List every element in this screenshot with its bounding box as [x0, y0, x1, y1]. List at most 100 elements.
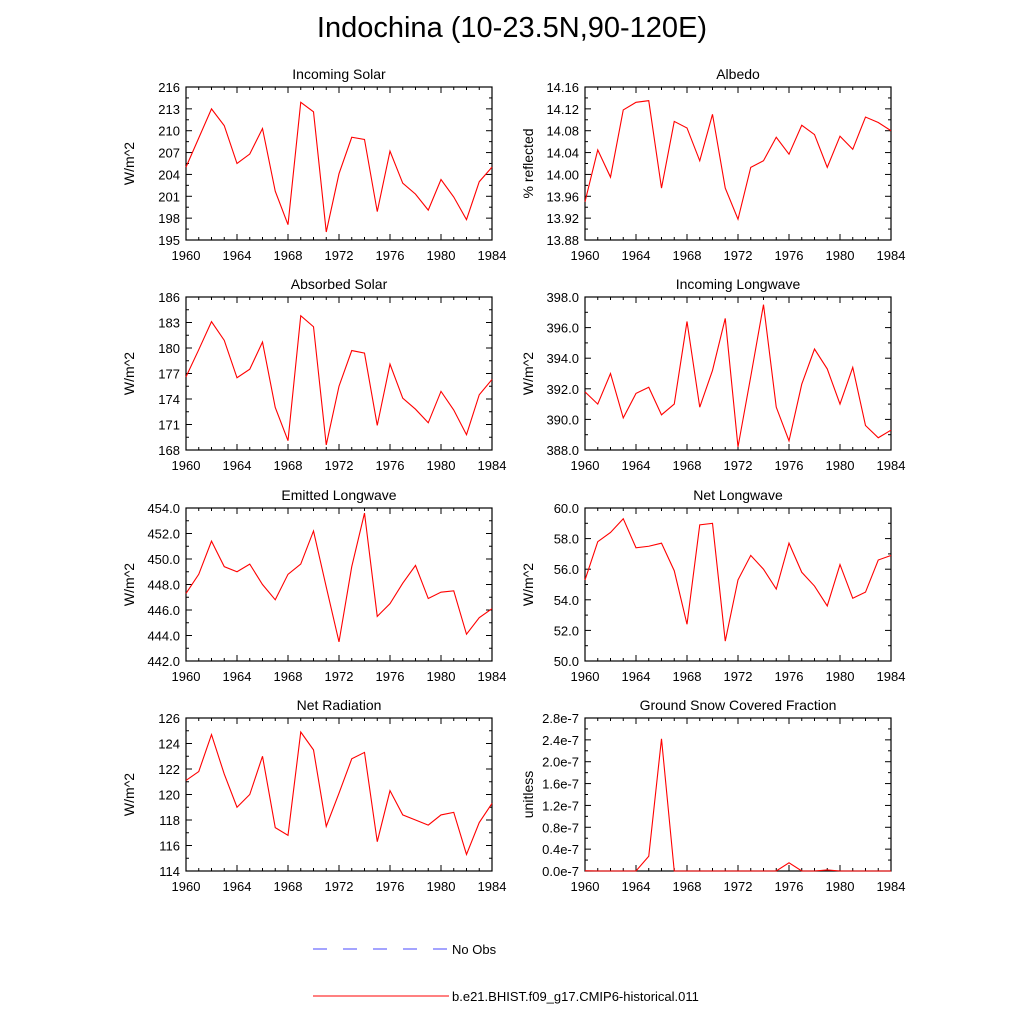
x-tick-label: 1976 [775, 669, 804, 684]
series-line [185, 314, 493, 446]
x-tick-label: 1960 [571, 458, 600, 473]
y-tick-label: 118 [159, 813, 180, 828]
x-tick-label: 1960 [172, 458, 201, 473]
x-tick-label: 1968 [673, 879, 702, 894]
y-axis-label: W/m^2 [121, 352, 137, 395]
y-tick-label: 52.0 [554, 623, 579, 638]
x-tick-label: 1976 [376, 248, 405, 263]
x-tick-label: 1980 [826, 669, 855, 684]
y-axis-label: W/m^2 [121, 773, 137, 816]
x-tick-label: 1972 [325, 669, 354, 684]
figure-title: Indochina (10-23.5N,90-120E) [316, 12, 708, 44]
series-line [185, 512, 493, 643]
x-tick-label: 1964 [223, 669, 252, 684]
x-tick-label: 1968 [274, 458, 303, 473]
x-tick-label: 1972 [325, 458, 354, 473]
y-axis-label: unitless [520, 771, 536, 818]
panel-title: Ground Snow Covered Fraction [640, 697, 837, 713]
y-axis-label: W/m^2 [520, 563, 536, 606]
x-tick-label: 1972 [724, 458, 753, 473]
y-axis-label: % reflected [520, 128, 536, 198]
x-tick-label: 1984 [478, 458, 507, 473]
y-tick-label: 54.0 [554, 593, 579, 608]
y-tick-label: 396.0 [546, 321, 579, 336]
series-line [584, 738, 891, 872]
y-axis-label: W/m^2 [121, 563, 137, 606]
panel-title: Incoming Longwave [676, 276, 801, 292]
y-tick-label: 50.0 [554, 654, 579, 669]
legend-entry-1: No Obs [313, 942, 497, 957]
y-tick-label: 0.8e-7 [542, 820, 579, 835]
x-tick-label: 1984 [478, 669, 507, 684]
plot-frame [584, 717, 892, 872]
y-tick-label: 210 [158, 124, 180, 139]
chart-panel-8: Ground Snow Covered Fraction unitless 1960… [520, 697, 905, 894]
x-tick-label: 1980 [826, 879, 855, 894]
panel-title: Emitted Longwave [281, 487, 396, 503]
x-tick-label: 1968 [274, 669, 303, 684]
x-tick-label: 1964 [622, 458, 651, 473]
x-tick-label: 1968 [274, 879, 303, 894]
y-tick-label: 183 [158, 316, 180, 331]
y-tick-label: 13.92 [546, 211, 579, 226]
y-tick-label: 122 [158, 762, 180, 777]
y-tick-label: 390.0 [546, 412, 579, 427]
chart-panel-3: Absorbed Solar W/m^2 1960 1964 1968 1972 1976 1… [121, 276, 506, 473]
y-tick-label: 120 [158, 788, 180, 803]
x-tick-label: 1960 [571, 669, 600, 684]
y-tick-label: 216 [158, 80, 180, 95]
y-tick-label: 204 [158, 167, 180, 182]
x-tick-label: 1984 [478, 248, 507, 263]
panel-title: Absorbed Solar [291, 276, 388, 292]
series-line [584, 517, 892, 642]
plot-frame [185, 86, 493, 241]
y-tick-label: 207 [158, 146, 180, 161]
chart-panel-1: Incoming Solar W/m^2 1960 1964 1968 1972 1976 1… [121, 66, 506, 263]
x-tick-label: 1968 [274, 248, 303, 263]
y-tick-label: 448.0 [147, 578, 180, 593]
y-tick-label: 180 [158, 341, 180, 356]
y-tick-label: 14.12 [546, 102, 579, 117]
y-tick-label: 198 [158, 211, 180, 226]
legend: No Obs b.e21.BHIST.f09_g17.CMIP6-historic… [313, 942, 699, 1004]
y-tick-label: 444.0 [147, 629, 180, 644]
x-tick-label: 1976 [376, 458, 405, 473]
x-tick-label: 1976 [775, 879, 804, 894]
y-axis-label: W/m^2 [121, 142, 137, 185]
x-tick-label: 1976 [376, 669, 405, 684]
x-tick-label: 1980 [427, 879, 456, 894]
y-tick-label: 124 [158, 737, 180, 752]
x-tick-label: 1972 [325, 248, 354, 263]
y-tick-label: 454.0 [147, 501, 180, 516]
x-tick-label: 1960 [172, 669, 201, 684]
panel-title: Albedo [716, 66, 760, 82]
chart-panel-5: Emitted Longwave W/m^2 1960 1964 1968 1972 197… [121, 487, 506, 684]
plot-frame [185, 296, 493, 451]
y-tick-label: 13.88 [546, 233, 579, 248]
series-line [584, 304, 892, 448]
x-tick-label: 1968 [673, 458, 702, 473]
panel-title: Net Longwave [693, 487, 783, 503]
x-tick-label: 1964 [622, 669, 651, 684]
panel-title: Incoming Solar [292, 66, 386, 82]
legend-entry-2: b.e21.BHIST.f09_g17.CMIP6-historical.011 [313, 989, 699, 1004]
x-tick-label: 1976 [376, 879, 405, 894]
x-tick-label: 1964 [223, 879, 252, 894]
x-tick-label: 1984 [877, 669, 906, 684]
x-tick-label: 1976 [775, 248, 804, 263]
x-tick-label: 1980 [826, 458, 855, 473]
y-tick-label: 1.2e-7 [542, 798, 579, 813]
x-tick-label: 1960 [172, 879, 201, 894]
y-tick-label: 14.08 [546, 124, 579, 139]
x-tick-label: 1972 [325, 879, 354, 894]
y-tick-label: 0.4e-7 [542, 842, 579, 857]
x-tick-label: 1980 [427, 669, 456, 684]
y-tick-label: 450.0 [147, 552, 180, 567]
x-tick-label: 1980 [427, 458, 456, 473]
y-tick-label: 398.0 [546, 290, 579, 305]
y-tick-label: 452.0 [147, 527, 180, 542]
y-tick-label: 186 [158, 290, 180, 305]
x-tick-label: 1964 [223, 248, 252, 263]
x-tick-label: 1980 [826, 248, 855, 263]
y-tick-label: 174 [158, 392, 180, 407]
